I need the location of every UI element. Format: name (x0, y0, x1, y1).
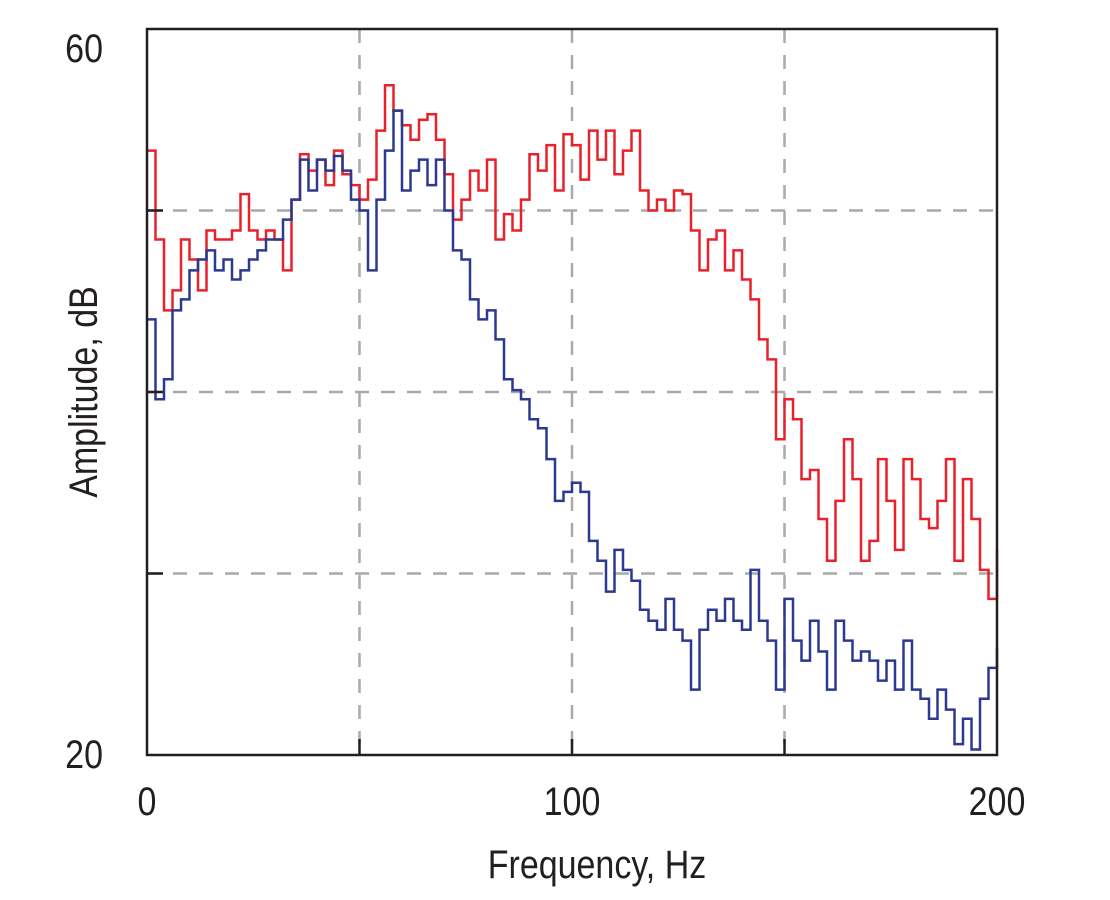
series-group (147, 84, 999, 751)
x-tick-label-0: 0 (138, 778, 157, 823)
x-axis-label: Frequency, Hz (488, 841, 706, 886)
y-tick-label-60: 60 (65, 25, 103, 70)
x-tick-label-100: 100 (544, 778, 601, 823)
series-line-2 (147, 109, 999, 751)
x-tick-label-200: 200 (969, 778, 1026, 823)
y-axis-label: Amplitude, dB (60, 286, 105, 498)
tick-marks (147, 209, 786, 755)
y-tick-label-20: 20 (65, 731, 103, 776)
